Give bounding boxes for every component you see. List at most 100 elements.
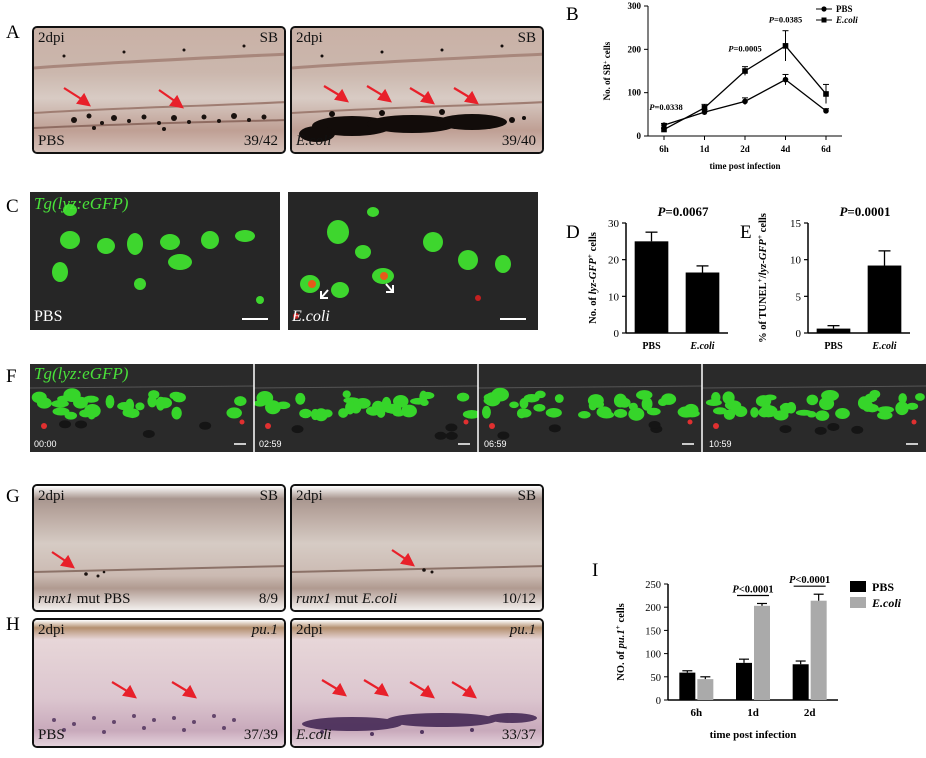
data-point [782, 43, 789, 49]
x-tick-label: E.coli [871, 341, 896, 352]
transgene-label: Tg(lyz:eGFP) [34, 364, 129, 383]
timestamp-1: 00:00 [34, 439, 57, 449]
dark-cell [851, 425, 864, 434]
legend-label: PBS [836, 4, 853, 14]
embryo-tail-image [34, 28, 284, 152]
red-cell [911, 419, 917, 425]
bar-pbs [679, 672, 696, 700]
y-tick-label: 50 [651, 673, 662, 684]
image-h-pbs: 2dpi pu.1 PBS 37/39 [32, 618, 286, 748]
y-tick-label: 20 [608, 255, 620, 267]
condition-label: E.coli [292, 308, 330, 325]
ratio-label: 39/42 [243, 133, 278, 149]
bar-ecoli [697, 679, 714, 700]
chart-b-svg: 0 100 200 300 6h 1d 2d 4d 6d time post infection N… [602, 1, 859, 171]
data-point [742, 98, 748, 105]
gfp-cell [906, 402, 919, 410]
fluorescence-image [30, 192, 280, 330]
dark-cell [445, 431, 458, 440]
gfp-cell [481, 405, 491, 419]
gfp-cell [345, 401, 355, 415]
chart-b: 0 100 200 300 6h 1d 2d 4d 6d time post infection N… [590, 0, 890, 180]
gfp-cell [806, 411, 817, 418]
gfp-cell [73, 396, 88, 409]
gfp-cell [646, 407, 661, 416]
condition-label: runx1 mut E.coli [296, 591, 397, 608]
vessel-line [701, 385, 926, 389]
y-tick-label: 0 [656, 696, 661, 707]
gfp-cell [819, 396, 835, 411]
stain-label: pu.1 [509, 622, 536, 638]
gfp-cell [299, 408, 312, 419]
red-cell [713, 423, 719, 429]
gfp-cell [523, 394, 540, 403]
gfp-cell [365, 406, 381, 416]
gfp-cell [87, 410, 96, 420]
data-point [782, 76, 789, 83]
gfp-cell [898, 393, 907, 404]
panel-label-d: D [566, 222, 580, 243]
dark-cell [827, 422, 840, 431]
gfp-cell [613, 393, 627, 408]
condition-species: E.coli [361, 591, 398, 607]
gfp-cell [31, 391, 47, 404]
y-tick-label: 5 [796, 291, 802, 303]
ratio-label: 33/37 [501, 727, 536, 743]
dark-cell [648, 420, 661, 429]
chart-e: 0 5 10 15 PBS E.coli P=0.0001 % of TUNEL+/lyz-G… [750, 180, 926, 355]
y-tick-label: 250 [645, 580, 661, 591]
chart-e-svg: 0 5 10 15 PBS E.coli P=0.0001 % of TUNEL+/lyz-G… [755, 204, 910, 352]
dark-cell [142, 429, 155, 438]
gfp-cell [734, 405, 748, 418]
y-tick-label: 10 [790, 255, 802, 267]
y-tick-label: 10 [608, 291, 620, 303]
y-tick-label: 100 [628, 88, 642, 98]
gfp-cell [462, 409, 481, 419]
bar-pbs [792, 664, 809, 700]
gfp-cell [420, 391, 435, 400]
bar-pbs [816, 328, 851, 333]
dpi-label: 2dpi [296, 622, 323, 638]
condition-label: E.coli [296, 133, 332, 149]
embryo-tail-image [292, 620, 542, 746]
vessel-line [477, 385, 703, 389]
gfp-cell [628, 407, 645, 421]
gene-name: runx1 [296, 591, 331, 607]
embryo-tail-image [34, 486, 284, 610]
condition-label: runx1 mut PBS [38, 591, 131, 608]
data-point [701, 109, 708, 115]
gfp-cell [835, 407, 850, 420]
stain-label: SB [259, 30, 278, 46]
y-tick-label: 300 [628, 1, 642, 11]
legend-label: E.coli [871, 596, 902, 610]
condition-label: PBS [38, 133, 65, 149]
chart-d: 0 10 20 30 PBS E.coli P=0.0067 No. of lyz-GFP+ … [580, 180, 740, 355]
data-point [823, 91, 829, 97]
panel-label-g: G [6, 486, 20, 507]
timelapse-image [30, 364, 926, 452]
gfp-cell [321, 409, 333, 418]
chart-i: 0 50 100 150 200 250 6h 1d 2d time post infection… [600, 572, 926, 753]
p-value: P=0.0005 [728, 44, 761, 54]
fluorescence-image [288, 192, 538, 330]
y-axis-label: No. of SB+ cells [602, 41, 613, 100]
gfp-cell [295, 392, 306, 405]
legend-marker [821, 6, 827, 12]
data-point [742, 68, 748, 74]
red-cell [239, 419, 245, 425]
ratio-label: 39/40 [501, 133, 536, 149]
red-cell [41, 423, 47, 429]
red-cell [489, 423, 495, 429]
gfp-cell [52, 407, 70, 416]
condition-label: PBS [34, 308, 63, 325]
gfp-cell [171, 406, 182, 420]
gfp-cell [780, 402, 792, 414]
y-tick-label: 200 [628, 44, 642, 54]
gfp-cell [815, 410, 830, 421]
bar-ecoli [754, 605, 770, 700]
x-tick-label: PBS [642, 341, 661, 352]
y-tick-label: 150 [645, 626, 661, 637]
dark-cell [291, 425, 304, 434]
condition-text: mut PBS [73, 591, 131, 607]
gfp-cell [172, 392, 186, 403]
